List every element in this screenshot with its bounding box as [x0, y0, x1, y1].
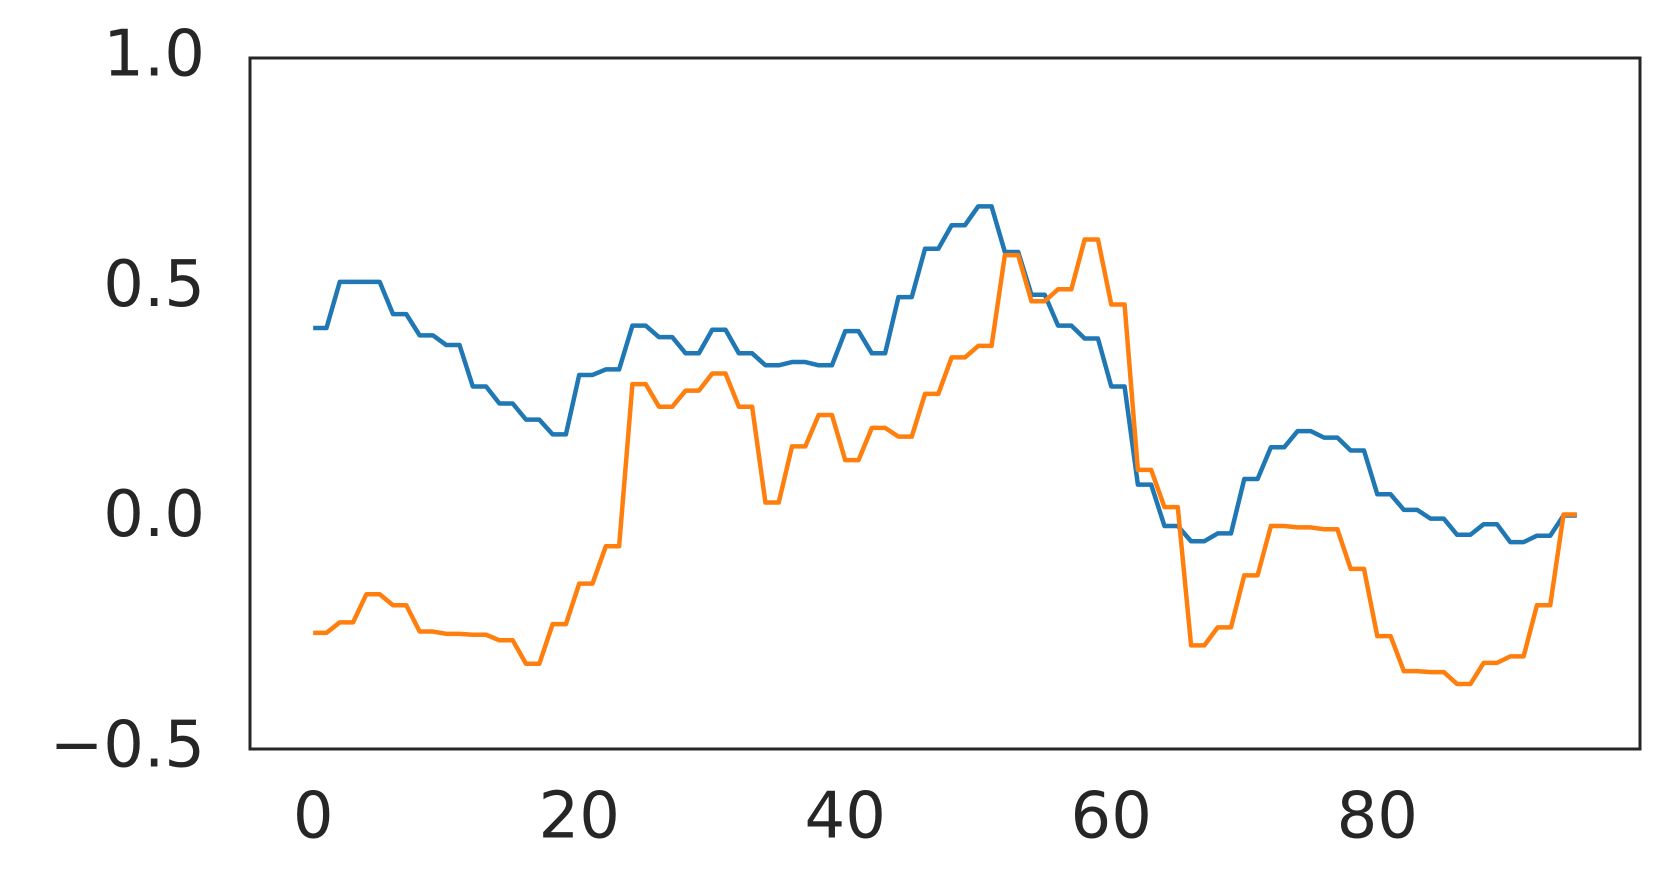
x-tick-label: 40 [805, 780, 886, 854]
y-tick-label: −0.5 [50, 709, 205, 783]
x-tick-label: 80 [1337, 780, 1418, 854]
y-tick-label: 1.0 [103, 18, 205, 92]
plot-frame [248, 56, 1642, 751]
x-tick-label: 0 [293, 780, 334, 854]
y-tick-label: 0.0 [103, 478, 205, 552]
y-tick-label: 0.5 [103, 248, 205, 322]
x-tick-label: 20 [538, 780, 619, 854]
x-tick-label: 60 [1071, 780, 1152, 854]
line-series [313, 204, 1577, 545]
line-series [313, 237, 1577, 687]
